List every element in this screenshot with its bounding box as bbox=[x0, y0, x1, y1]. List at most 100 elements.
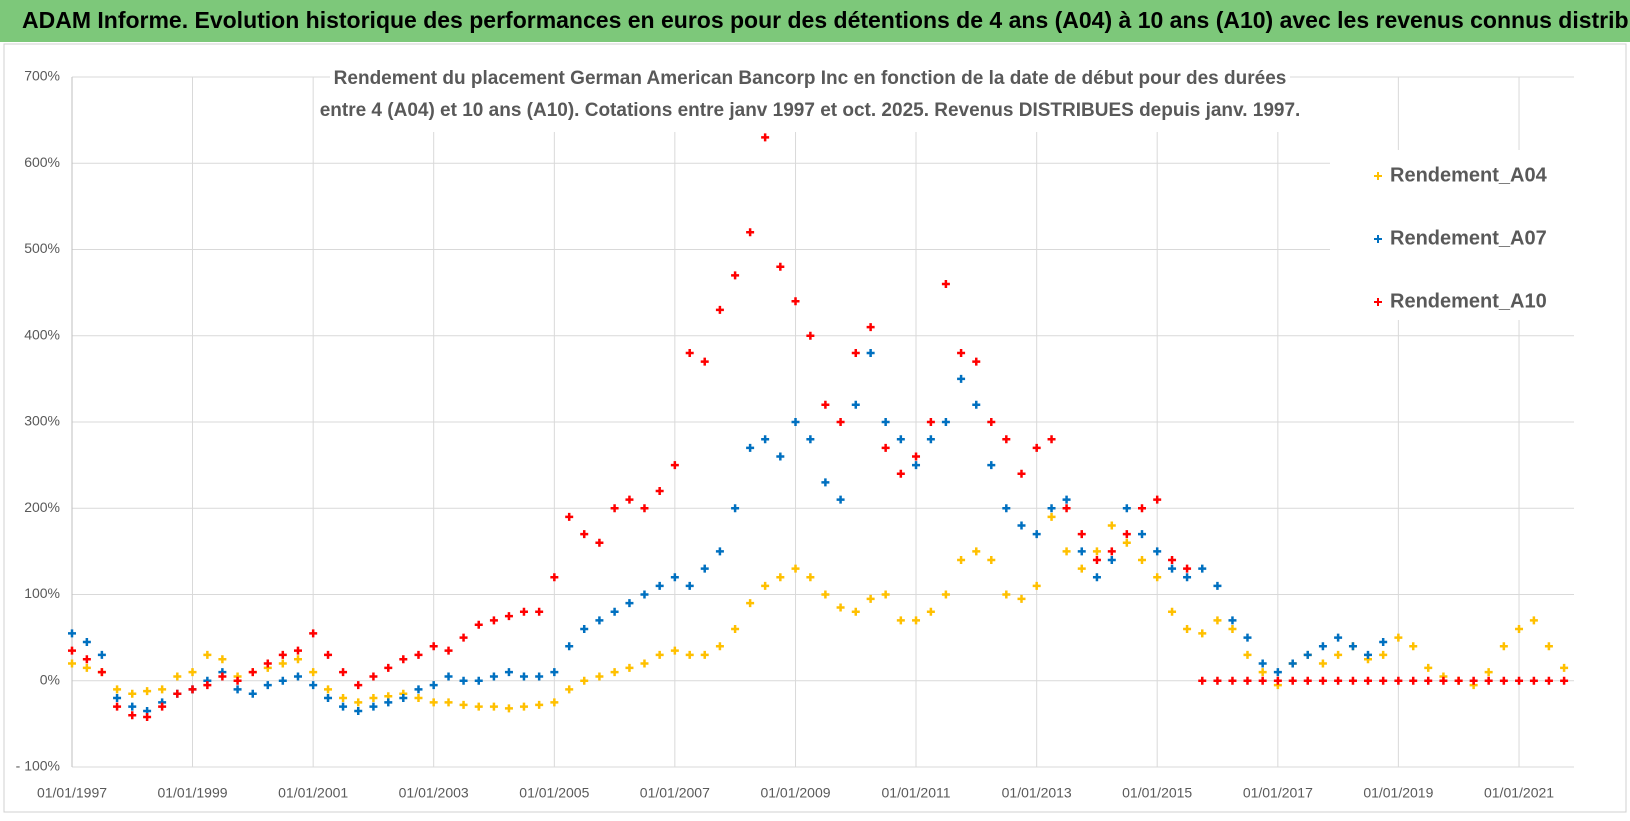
point bbox=[776, 452, 785, 461]
point bbox=[670, 573, 679, 582]
point bbox=[128, 702, 137, 711]
chart-title: entre 4 (A04) et 10 ans (A10). Cotations… bbox=[320, 100, 1301, 121]
point bbox=[866, 594, 875, 603]
point bbox=[640, 504, 649, 513]
point bbox=[1107, 556, 1116, 564]
point bbox=[565, 685, 574, 694]
point bbox=[1318, 676, 1327, 685]
point bbox=[746, 228, 755, 237]
point bbox=[173, 689, 182, 698]
point bbox=[1258, 676, 1267, 685]
point bbox=[535, 672, 544, 681]
point bbox=[414, 650, 423, 659]
point bbox=[776, 262, 785, 271]
point bbox=[655, 487, 664, 495]
point bbox=[203, 681, 212, 690]
point bbox=[173, 672, 182, 681]
point bbox=[1379, 650, 1388, 659]
point bbox=[1032, 443, 1041, 452]
point bbox=[474, 702, 483, 711]
point bbox=[972, 357, 981, 366]
point bbox=[851, 607, 860, 616]
point bbox=[1138, 556, 1146, 564]
point bbox=[354, 706, 363, 715]
point bbox=[912, 452, 921, 461]
point bbox=[414, 685, 423, 694]
x-tick-label: 01/01/1999 bbox=[157, 785, 227, 801]
point bbox=[1409, 642, 1418, 651]
point bbox=[1032, 530, 1041, 539]
point bbox=[1077, 530, 1086, 539]
point bbox=[1168, 564, 1177, 573]
point bbox=[972, 400, 981, 409]
point bbox=[444, 672, 453, 681]
point bbox=[550, 668, 559, 677]
point bbox=[1002, 435, 1011, 444]
point bbox=[866, 349, 875, 357]
point bbox=[158, 685, 167, 694]
point bbox=[1122, 530, 1131, 539]
point bbox=[715, 642, 724, 651]
point bbox=[1122, 538, 1131, 547]
point bbox=[1484, 676, 1493, 685]
legend-marker bbox=[1374, 298, 1382, 306]
point bbox=[339, 668, 348, 677]
point bbox=[941, 590, 950, 599]
point bbox=[1243, 650, 1252, 659]
point bbox=[158, 702, 167, 711]
point bbox=[731, 625, 740, 633]
title-box bbox=[330, 62, 1290, 132]
x-tick-label: 01/01/2015 bbox=[1122, 785, 1192, 801]
legend-box bbox=[1330, 150, 1580, 320]
point bbox=[580, 676, 589, 685]
x-tick-label: 01/01/2011 bbox=[882, 785, 951, 801]
point bbox=[685, 581, 694, 590]
point bbox=[1273, 676, 1282, 685]
point bbox=[1092, 556, 1101, 564]
point bbox=[580, 625, 589, 633]
point bbox=[806, 573, 815, 582]
y-tick-label: 700% bbox=[24, 68, 60, 84]
point bbox=[896, 435, 905, 444]
point bbox=[1183, 573, 1192, 582]
y-tick-label: 200% bbox=[24, 499, 60, 515]
point bbox=[806, 331, 815, 340]
point bbox=[113, 702, 122, 711]
y-tick-label: 600% bbox=[24, 154, 60, 170]
point bbox=[278, 659, 287, 668]
point bbox=[218, 672, 227, 681]
point bbox=[881, 443, 890, 452]
point bbox=[1348, 676, 1357, 685]
point bbox=[459, 700, 468, 709]
point bbox=[188, 668, 197, 677]
point bbox=[595, 616, 604, 625]
point bbox=[896, 469, 905, 478]
point bbox=[987, 461, 996, 470]
point bbox=[957, 349, 966, 357]
y-tick-label: 500% bbox=[24, 240, 60, 256]
point bbox=[1394, 633, 1403, 642]
point bbox=[369, 672, 378, 681]
point bbox=[896, 616, 905, 625]
point bbox=[595, 538, 604, 547]
point bbox=[399, 694, 408, 702]
point bbox=[1439, 676, 1448, 685]
point bbox=[369, 694, 378, 702]
point bbox=[1213, 676, 1222, 685]
point bbox=[610, 668, 619, 677]
point bbox=[1334, 633, 1343, 642]
x-tick-label: 01/01/2007 bbox=[640, 785, 710, 801]
point bbox=[1288, 659, 1297, 668]
point bbox=[1560, 676, 1569, 685]
point bbox=[1198, 629, 1207, 638]
point bbox=[339, 694, 348, 702]
point bbox=[941, 280, 950, 288]
point bbox=[791, 418, 800, 426]
point bbox=[354, 698, 363, 707]
point bbox=[1107, 547, 1116, 556]
point bbox=[1348, 642, 1357, 651]
point bbox=[881, 418, 890, 426]
point bbox=[519, 702, 528, 711]
point bbox=[399, 655, 408, 664]
